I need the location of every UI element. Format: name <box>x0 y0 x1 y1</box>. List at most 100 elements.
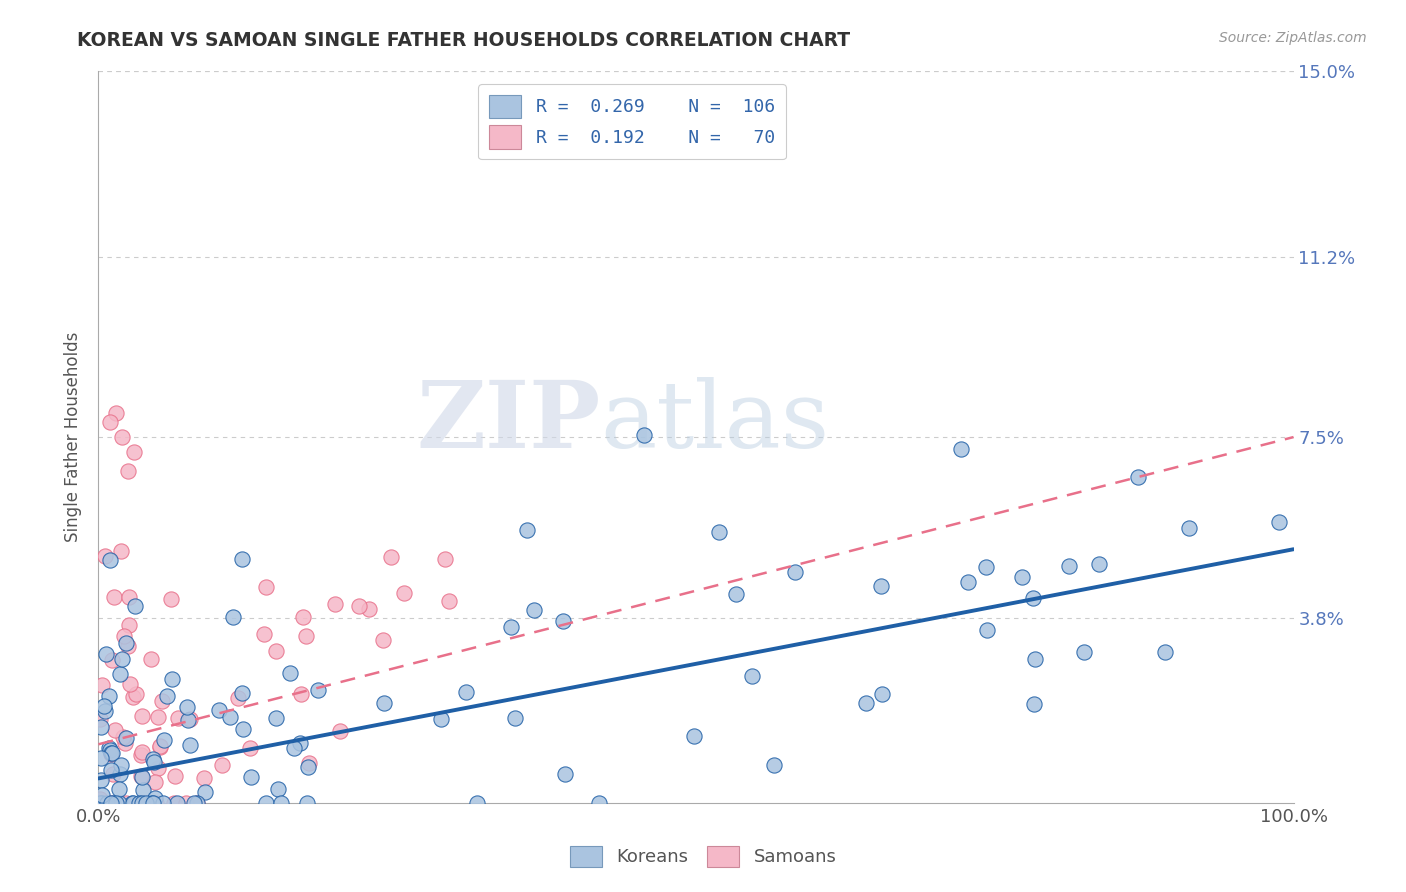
Point <box>135 796 157 810</box>
Point <box>254 796 277 810</box>
Point <box>194 785 217 799</box>
Point <box>554 767 576 781</box>
Point <box>145 796 167 810</box>
Point <box>108 781 131 796</box>
Point <box>165 769 187 783</box>
Point <box>166 711 188 725</box>
Point <box>254 580 277 594</box>
Point <box>124 599 146 613</box>
Point <box>142 796 165 810</box>
Point <box>131 745 153 759</box>
Point <box>433 551 456 566</box>
Point <box>142 752 165 766</box>
Point <box>974 559 997 574</box>
Point <box>231 551 253 566</box>
Point <box>100 746 122 760</box>
Point <box>228 690 250 705</box>
Point <box>143 756 166 770</box>
Point <box>763 757 786 772</box>
Point <box>219 710 242 724</box>
Point <box>193 771 215 785</box>
Point <box>98 416 122 430</box>
Point <box>145 775 167 789</box>
Point <box>501 620 523 634</box>
Point <box>149 739 172 754</box>
Point <box>89 791 111 805</box>
Point <box>323 598 346 612</box>
Point <box>120 677 142 691</box>
Point <box>183 796 205 810</box>
Point <box>298 756 321 770</box>
Point <box>124 444 146 458</box>
Point <box>118 618 141 632</box>
Point <box>516 523 538 537</box>
Point <box>741 669 763 683</box>
Point <box>108 667 131 681</box>
Point <box>159 592 181 607</box>
Point <box>239 741 262 756</box>
Point <box>100 743 122 757</box>
Point <box>290 687 312 701</box>
Point <box>97 740 120 755</box>
Point <box>139 652 162 666</box>
Point <box>122 796 145 810</box>
Point <box>131 796 153 810</box>
Point <box>179 739 201 753</box>
Point <box>785 565 807 579</box>
Point <box>104 723 127 737</box>
Point <box>291 610 314 624</box>
Point <box>129 769 152 783</box>
Point <box>1011 570 1033 584</box>
Point <box>117 464 139 478</box>
Point <box>1024 651 1046 665</box>
Point <box>503 711 526 725</box>
Point <box>131 708 153 723</box>
Point <box>89 796 111 810</box>
Point <box>97 689 120 703</box>
Point <box>176 699 198 714</box>
Point <box>357 602 380 616</box>
Point <box>110 544 132 558</box>
Point <box>94 549 117 564</box>
Legend: Koreans, Samoans: Koreans, Samoans <box>562 838 844 874</box>
Point <box>112 629 135 643</box>
Point <box>1057 559 1080 574</box>
Point <box>100 763 122 777</box>
Point <box>129 748 152 763</box>
Point <box>373 696 395 710</box>
Point <box>96 796 118 810</box>
Point <box>100 796 122 810</box>
Legend: R =  0.269    N =  106, R =  0.192    N =   70: R = 0.269 N = 106, R = 0.192 N = 70 <box>478 84 786 160</box>
Point <box>1177 521 1199 535</box>
Point <box>1154 645 1177 659</box>
Point <box>294 629 316 643</box>
Point <box>264 643 287 657</box>
Point <box>146 710 169 724</box>
Point <box>115 636 138 650</box>
Point <box>103 590 125 604</box>
Point <box>111 430 134 444</box>
Point <box>456 684 478 698</box>
Point <box>683 729 706 743</box>
Point <box>160 673 183 687</box>
Point <box>465 796 488 810</box>
Point <box>553 614 575 628</box>
Point <box>89 719 111 733</box>
Point <box>121 796 143 810</box>
Point <box>114 731 136 745</box>
Point <box>153 733 176 747</box>
Point <box>724 586 747 600</box>
Point <box>174 796 197 810</box>
Point <box>96 647 118 661</box>
Point <box>132 783 155 797</box>
Point <box>131 796 153 810</box>
Point <box>633 428 655 442</box>
Point <box>98 553 121 567</box>
Point <box>90 751 112 765</box>
Point <box>141 796 163 810</box>
Point <box>111 652 134 666</box>
Point <box>186 796 208 810</box>
Point <box>105 406 128 420</box>
Point <box>949 442 972 457</box>
Point <box>1022 591 1045 605</box>
